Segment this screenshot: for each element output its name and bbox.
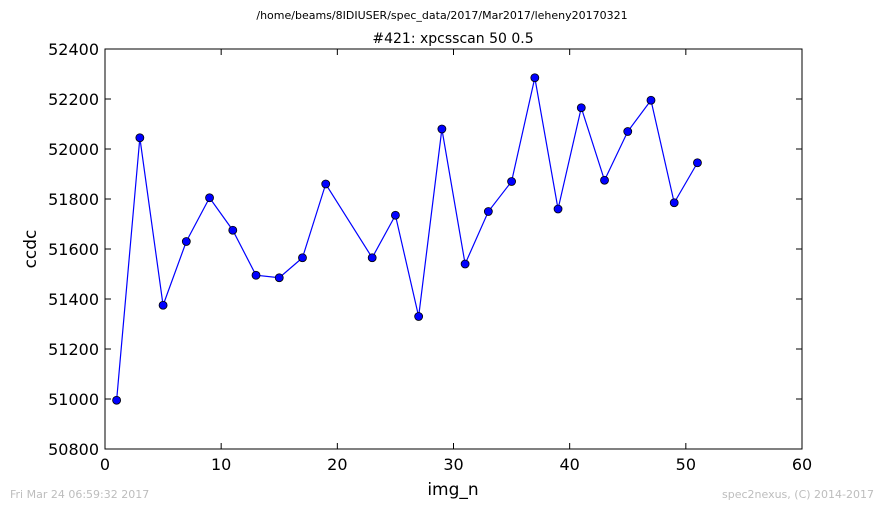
data-point [669,198,679,208]
data-point [228,225,238,235]
data-point [112,395,122,405]
data-point [530,73,540,83]
data-point [181,237,191,246]
data-point [623,127,633,136]
plot-area [105,49,802,449]
data-point [251,270,261,280]
data-point [646,95,656,105]
y-axis-label: ccdc [21,230,41,269]
data-point [507,177,516,186]
data-point [135,133,145,143]
y-tick-label: 52400 [48,40,99,59]
x-axis: 0 10 20 30 40 50 60 [100,49,812,474]
data-point [158,300,168,310]
footer-credit: spec2nexus, (C) 2014-2017 [722,488,874,501]
data-point [460,259,470,269]
x-axis-label: img_n [427,480,478,500]
x-tick-label: 0 [100,455,110,474]
figure-suptitle: /home/beams/8IDIUSER/spec_data/2017/Mar2… [256,9,627,22]
data-point [483,207,493,216]
chart-title: #421: xpcsscan 50 0.5 [372,31,533,47]
data-point [274,273,284,283]
data-point [600,175,609,185]
data-series [112,73,702,405]
y-tick-label: 51400 [48,290,99,309]
x-tick-label: 10 [211,455,231,474]
y-tick-label: 51000 [48,390,99,409]
y-tick-label: 52000 [48,140,99,159]
x-tick-label: 20 [327,455,347,474]
y-tick-label: 51200 [48,340,99,359]
y-tick-label: 52200 [48,90,99,109]
data-point [205,193,214,203]
data-point [298,253,307,263]
y-tick-label: 51600 [48,240,99,259]
data-point [693,158,702,168]
data-point [553,204,563,214]
data-point [391,210,400,220]
footer-timestamp: Fri Mar 24 06:59:32 2017 [10,488,149,501]
x-tick-label: 50 [676,455,696,474]
data-point [414,312,424,321]
x-tick-label: 30 [443,455,463,474]
data-point [367,253,377,263]
x-tick-label: 40 [559,455,579,474]
y-tick-label: 50800 [48,440,99,459]
data-point [576,103,586,113]
x-tick-label: 60 [792,455,812,474]
y-axis: 50800 51000 51200 51400 51600 51800 52000 52200… [48,40,802,459]
y-tick-label: 51800 [48,190,99,209]
data-point [321,179,331,189]
data-point [437,124,447,134]
